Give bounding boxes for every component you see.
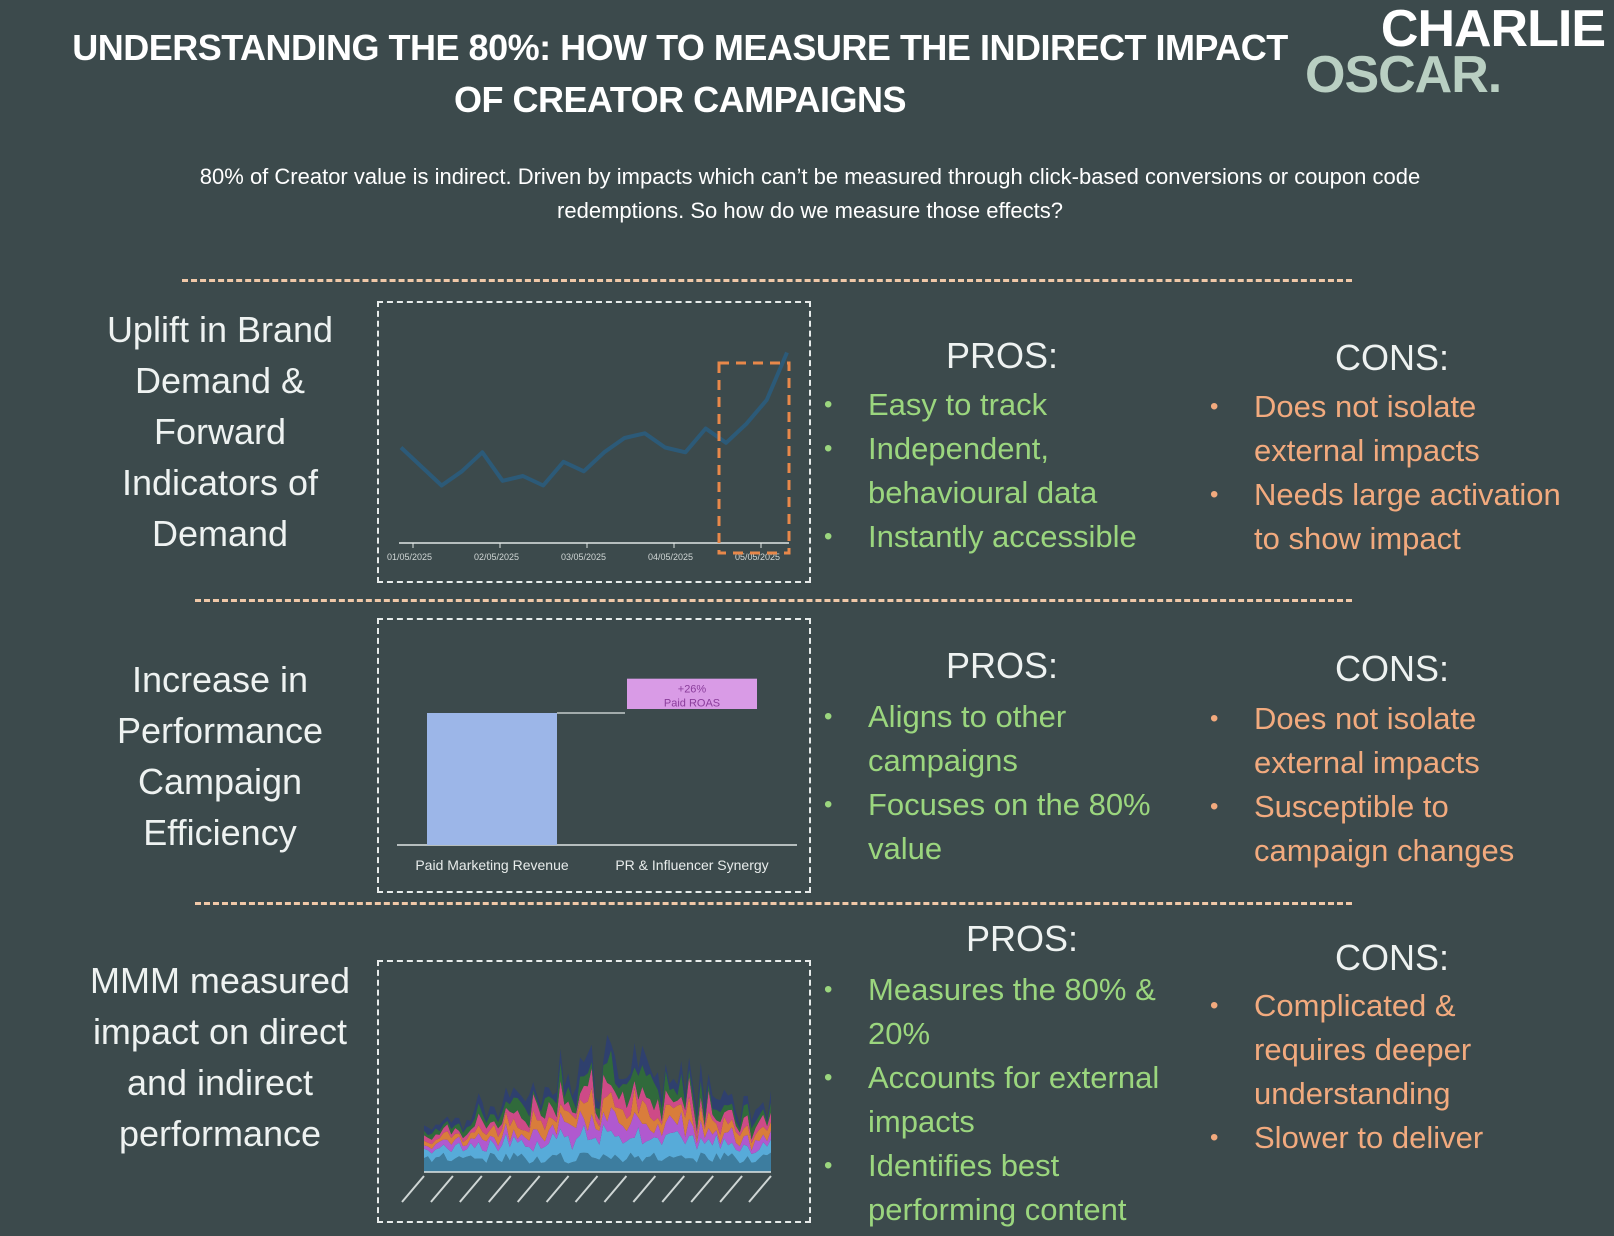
rotated-tick-label (401, 1175, 425, 1203)
section-title-line: and indirect (126, 1062, 314, 1103)
cons-item: Slower to deliver (1206, 1116, 1606, 1160)
roas-bar-chart-frame: +26% Paid ROAS Paid Marketing Revenue PR & … (377, 618, 811, 893)
x-tick-label: 03/05/2025 (561, 552, 606, 562)
logo-line-1: CHARLIE (1380, 0, 1606, 58)
charlie-oscar-logo: CHARLIE OSCAR. (1305, 0, 1606, 104)
stacked-area-series (424, 1124, 771, 1164)
category-label: PR & Influencer Synergy (615, 857, 768, 873)
rotated-tick-label (430, 1175, 454, 1203)
section-title-line: Demand & (134, 360, 306, 401)
bar-annotation-label: Paid ROAS (664, 698, 720, 710)
intro-text: 80% of Creator value is indirect. Driven… (90, 160, 1530, 228)
stacked-area-series (424, 1107, 771, 1154)
rotated-tick-label (719, 1175, 743, 1203)
section-title-line: Efficiency (143, 812, 297, 853)
stacked-area-series (424, 1152, 771, 1172)
section-title-brand-demand: Uplift in Brand Demand & Forward Indicat… (60, 304, 380, 559)
cons-list: Complicated &requires deeperunderstandin… (1206, 984, 1606, 1160)
logo-line-2: OSCAR. (1305, 46, 1502, 104)
pros-item: Instantly accessible (820, 515, 1180, 559)
section-title-line: Indicators of (121, 462, 319, 503)
stacked-area-series (424, 1068, 771, 1145)
section-title-line: Increase in (131, 659, 309, 700)
title-line-2: OF CREATOR CAMPAIGNS (453, 79, 907, 120)
cons-heading: CONS: (1334, 937, 1449, 978)
section-title-line: Campaign (137, 761, 303, 802)
section-title-performance-efficiency: Increase in Performance Campaign Efficie… (60, 654, 380, 858)
demand-line-chart-frame: 01/05/2025 02/05/2025 03/05/2025 04/05/2025… (377, 301, 811, 583)
section-title-line: Uplift in Brand (106, 309, 334, 350)
pros-list: Easy to track Independent,behavioural da… (820, 383, 1180, 559)
rotated-tick-label (690, 1175, 714, 1203)
pros-item: Easy to track (820, 383, 1180, 427)
section-title-line: impact on direct (92, 1011, 348, 1052)
section-divider (182, 279, 1352, 282)
bar-pr-influencer-synergy (627, 678, 757, 709)
mmm-area-chart (401, 1034, 772, 1203)
stacked-area-series (424, 1049, 771, 1140)
section-title-mmm: MMM measured impact on direct and indire… (60, 955, 380, 1159)
rotated-tick-label (632, 1175, 657, 1203)
x-tick-label: 05/05/2025 (735, 552, 780, 562)
section-title-line: Performance (116, 710, 324, 751)
page-title: UNDERSTANDING THE 80%: HOW TO MEASURE TH… (40, 22, 1320, 126)
intro-line-1: 80% of Creator value is indirect. Driven… (199, 164, 1421, 189)
stacked-area-series (424, 1034, 771, 1135)
rotated-tick-label (459, 1175, 483, 1203)
section-divider (195, 599, 1352, 602)
cons-heading: CONS: (1334, 648, 1449, 689)
x-tick-label: 01/05/2025 (387, 552, 432, 562)
mmm-area-chart-frame (377, 960, 811, 1223)
x-tick-label: 02/05/2025 (474, 552, 519, 562)
roas-bar-chart: +26% Paid ROAS Paid Marketing Revenue PR & … (397, 678, 797, 873)
category-label: Paid Marketing Revenue (415, 857, 569, 873)
rotated-tick-label (603, 1175, 628, 1203)
section-divider (195, 902, 1352, 905)
demand-series-line (399, 351, 789, 488)
bar-paid-marketing-revenue (427, 713, 557, 845)
section-title-line: Demand (151, 513, 289, 554)
pros-item: Focuses on the 80%value (820, 783, 1180, 871)
stacked-area-series (424, 1087, 771, 1151)
intro-line-2: redemptions. So how do we measure those … (557, 198, 1063, 223)
cons-heading: CONS: (1334, 337, 1449, 378)
section-title-line: performance (118, 1113, 322, 1154)
pros-item: Independent,behavioural data (820, 427, 1180, 515)
cons-item: Complicated &requires deeperunderstandin… (1206, 984, 1606, 1116)
rotated-tick-label (574, 1175, 599, 1203)
section-title-line: MMM measured (89, 960, 351, 1001)
pros-list: Measures the 80% &20% Accounts for exter… (820, 968, 1210, 1232)
x-tick-label: 04/05/2025 (648, 552, 693, 562)
rotated-tick-label (661, 1175, 686, 1203)
demand-line-chart: 01/05/2025 02/05/2025 03/05/2025 04/05/2025… (387, 351, 791, 562)
pros-heading: PROS: (945, 645, 1059, 686)
pros-item: Measures the 80% &20% (820, 968, 1210, 1056)
section-title-line: Forward (153, 411, 287, 452)
pros-heading: PROS: (965, 918, 1079, 959)
pros-heading: PROS: (945, 335, 1059, 376)
rotated-tick-label (487, 1175, 512, 1203)
bar-annotation-value: +26% (678, 684, 707, 696)
uplift-highlight-box (717, 361, 791, 555)
rotated-tick-label (516, 1175, 541, 1203)
title-line-1: UNDERSTANDING THE 80%: HOW TO MEASURE TH… (72, 27, 1288, 68)
rotated-tick-label (545, 1175, 570, 1203)
rotated-tick-label (748, 1175, 772, 1203)
